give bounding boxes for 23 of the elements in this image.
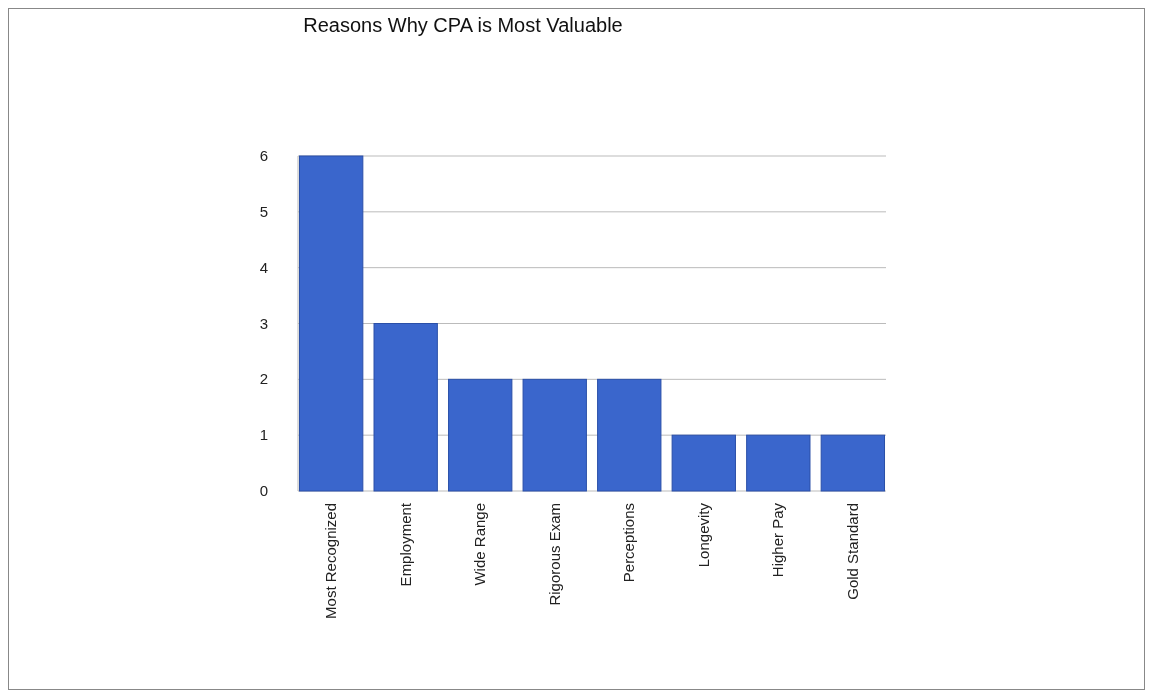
bar [522,378,587,492]
x-tick-label: Wide Range [471,503,489,586]
chart-title: Reasons Why CPA is Most Valuable [303,14,623,36]
bar [746,434,811,492]
y-tick-label: 6 [259,147,268,164]
y-tick-label: 5 [259,202,268,220]
x-tick-label: Longevity [694,502,712,568]
x-tick-label: Gold Standard [843,503,861,600]
y-tick-label: 3 [259,314,268,332]
x-tick-label: Higher Pay [769,502,787,578]
x-tick-label: Perceptions [620,503,638,583]
bar [671,434,736,492]
x-tick-label: Employment [396,502,414,587]
bar [597,378,662,492]
bar [373,323,438,492]
y-tick-label: 0 [259,482,268,499]
x-tick-label: Rigorous Exam [545,503,563,606]
y-tick-label: 4 [259,258,268,276]
y-tick-label: 1 [259,426,268,444]
x-tick-label: Most Recognized [322,503,340,619]
y-tick-label: 2 [259,370,268,388]
bar [448,378,513,492]
bar [820,434,886,492]
